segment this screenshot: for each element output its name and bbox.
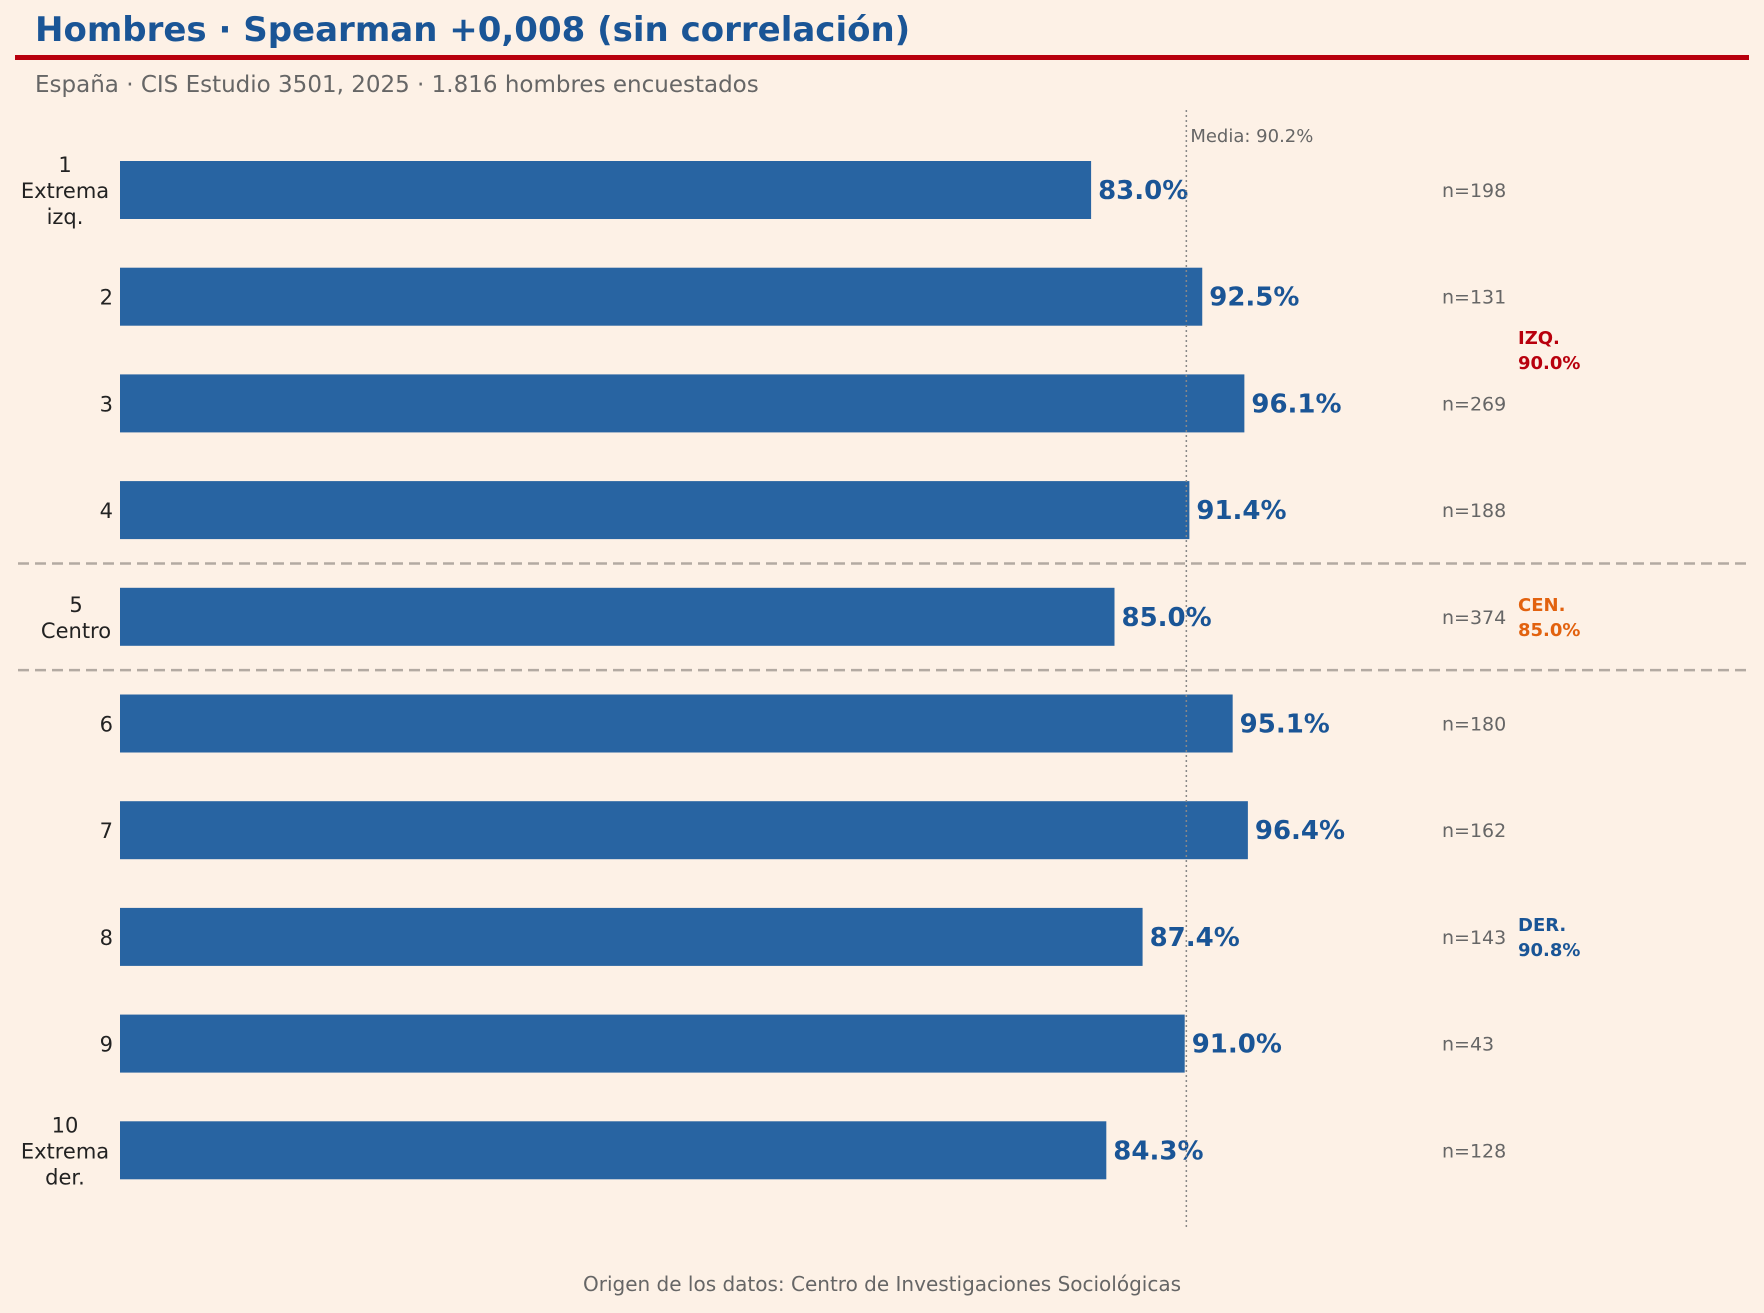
category-label: 1 Extrema izq. (21, 153, 109, 229)
mean-label: Media: 90.2% (1190, 126, 1313, 147)
n-label: n=180 (1442, 714, 1506, 736)
bar (120, 481, 1190, 540)
group-label: DER. 90.8% (1518, 915, 1580, 961)
title-rule (15, 55, 1749, 60)
group-label: CEN. 85.0% (1518, 595, 1580, 641)
n-label: n=198 (1442, 180, 1506, 202)
n-label: n=143 (1442, 927, 1506, 949)
bar (120, 801, 1248, 860)
source-note: Origen de los datos: Centro de Investiga… (582, 1272, 1182, 1296)
value-label: 95.1% (1240, 710, 1330, 740)
category-label: 6 (100, 713, 113, 737)
bar (120, 907, 1143, 966)
n-label: n=43 (1442, 1034, 1494, 1056)
bar (120, 267, 1203, 326)
bar (120, 374, 1245, 433)
value-label: 87.4% (1150, 923, 1240, 953)
value-label: 96.4% (1255, 816, 1345, 846)
n-label: n=374 (1442, 607, 1506, 629)
category-label: 9 (100, 1033, 113, 1057)
value-label: 91.0% (1192, 1030, 1282, 1060)
bar (120, 161, 1092, 219)
value-label: 91.4% (1196, 496, 1286, 526)
category-label: 5 Centro (41, 593, 111, 643)
page-title: Hombres · Spearman +0,008 (sin correlaci… (35, 10, 911, 50)
group-label: IZQ. 90.0% (1518, 328, 1580, 374)
value-label: 85.0% (1122, 603, 1212, 633)
bar (120, 587, 1115, 646)
n-label: n=128 (1442, 1140, 1506, 1162)
category-label: 4 (100, 499, 113, 523)
value-label: 83.0% (1098, 176, 1188, 206)
value-label: 92.5% (1209, 283, 1299, 313)
n-label: n=188 (1442, 500, 1506, 522)
n-label: n=131 (1442, 287, 1506, 309)
category-label: 7 (100, 819, 113, 843)
n-label: n=269 (1442, 393, 1506, 415)
value-label: 96.1% (1251, 389, 1341, 419)
category-label: 10 Extrema der. (21, 1113, 109, 1189)
bar (120, 694, 1233, 753)
category-label: 2 (100, 286, 113, 310)
page-subtitle: España · CIS Estudio 3501, 2025 · 1.816 … (35, 72, 759, 98)
bar (120, 1014, 1185, 1073)
category-label: 8 (100, 926, 113, 950)
category-label: 3 (100, 392, 113, 416)
value-label: 84.3% (1113, 1136, 1203, 1166)
bar (120, 1121, 1107, 1180)
n-label: n=162 (1442, 820, 1506, 842)
